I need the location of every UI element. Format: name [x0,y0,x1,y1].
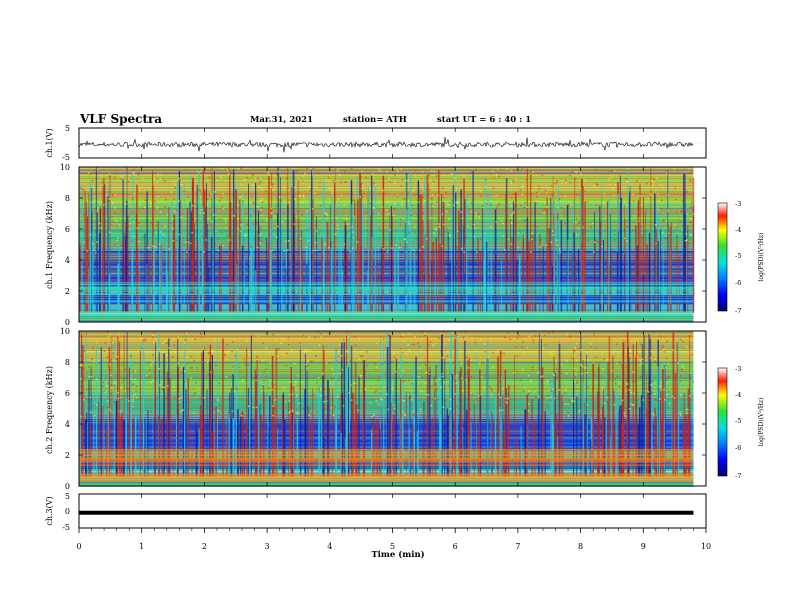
ch1-freq-tick-10: 10 [60,163,70,172]
ch1-freq-tick-4: 4 [65,256,70,265]
x-tick-label-2: 2 [202,542,207,551]
ch1-spectrogram-panel: 0 2 4 6 8 10 ch.1 Frequency (kHz) [45,163,707,327]
ch1-ylabel: ch.1(V) [45,128,54,157]
cb1-tick-5: -5 [735,252,741,260]
ch1-freq-ylabel: ch.1 Frequency (kHz) [45,201,54,289]
cb2-tick-3: -3 [735,365,741,373]
cb1-tick-4: -4 [735,226,741,234]
x-tick-label-7: 7 [515,542,520,551]
x-tick-label-4: 4 [327,542,332,551]
ch1-colorbar: -3 -4 -5 -6 -7 log(PSD)(V²/Hz) [717,200,765,315]
time-axis: 0 1 2 3 4 5 6 7 8 9 10 [76,128,711,551]
start-time-label: start UT = 6 : 40 : 1 [437,115,532,125]
cb2-tick-5: -5 [735,417,741,425]
cb1-tick-3: -3 [735,200,741,208]
cb1-label: log(PSD)(V²/Hz) [758,233,765,282]
cb1-tick-7: -7 [735,307,741,315]
x-tick-label-9: 9 [641,542,646,551]
ch2-freq-tick-6: 6 [65,389,70,398]
ch2-freq-tick-0: 0 [65,482,70,491]
ch1-trace-line [78,136,694,153]
cb2-tick-4: -4 [735,391,741,399]
cb2-label: log(PSD)(V²/Hz) [758,398,765,447]
ch1-freq-tick-8: 8 [65,194,70,203]
ch2-freq-tick-10: 10 [60,327,70,336]
x-tick-label-1: 1 [139,542,144,551]
ch2-spectrogram-panel: 0 2 4 6 8 10 ch.2 Frequency (kHz) [45,327,707,491]
ch3-waveform-panel: 5 0 -5 ch.3(V) [45,492,707,532]
ch3-ytick-top: 5 [65,492,70,501]
x-tick-label-10: 10 [701,542,711,551]
x-tick-label-5: 5 [390,542,395,551]
ch1-ytick-top: 5 [65,124,70,133]
x-tick-label-8: 8 [578,542,583,551]
ch2-freq-tick-4: 4 [65,420,70,429]
ch3-ylabel: ch.3(V) [45,496,54,525]
ch1-freq-tick-2: 2 [65,287,70,296]
ch1-waveform-panel: 5 -5 ch.1(V) [45,124,707,162]
x-tick-label-3: 3 [265,542,270,551]
ch1-spectrogram-heatmap [79,167,695,323]
x-tick-label-6: 6 [453,542,458,551]
date-label: Mar.31, 2021 [250,115,313,125]
chart-title: VLF Spectra [80,112,163,126]
x-tick-label-0: 0 [76,542,81,551]
ch1-freq-tick-6: 6 [65,225,70,234]
ch2-freq-tick-2: 2 [65,451,70,460]
ch2-spectrogram-heatmap [79,331,695,487]
cb2-tick-6: -6 [735,444,741,452]
x-axis-label: Time (min) [371,549,424,560]
ch2-colorbar: -3 -4 -5 -6 -7 log(PSD)(V²/Hz) [717,365,765,480]
cb2-tick-7: -7 [735,472,741,480]
ch2-freq-ylabel: ch.2 Frequency (kHz) [45,366,54,454]
ch3-ytick-mid: 0 [65,507,70,516]
ch1-freq-tick-0: 0 [65,318,70,327]
ch1-ytick-bottom: -5 [62,153,70,162]
station-label: station= ATH [343,115,407,125]
cb1-tick-6: -6 [735,279,741,287]
ch2-freq-tick-8: 8 [65,358,70,367]
ch3-ytick-bottom: -5 [62,523,70,532]
